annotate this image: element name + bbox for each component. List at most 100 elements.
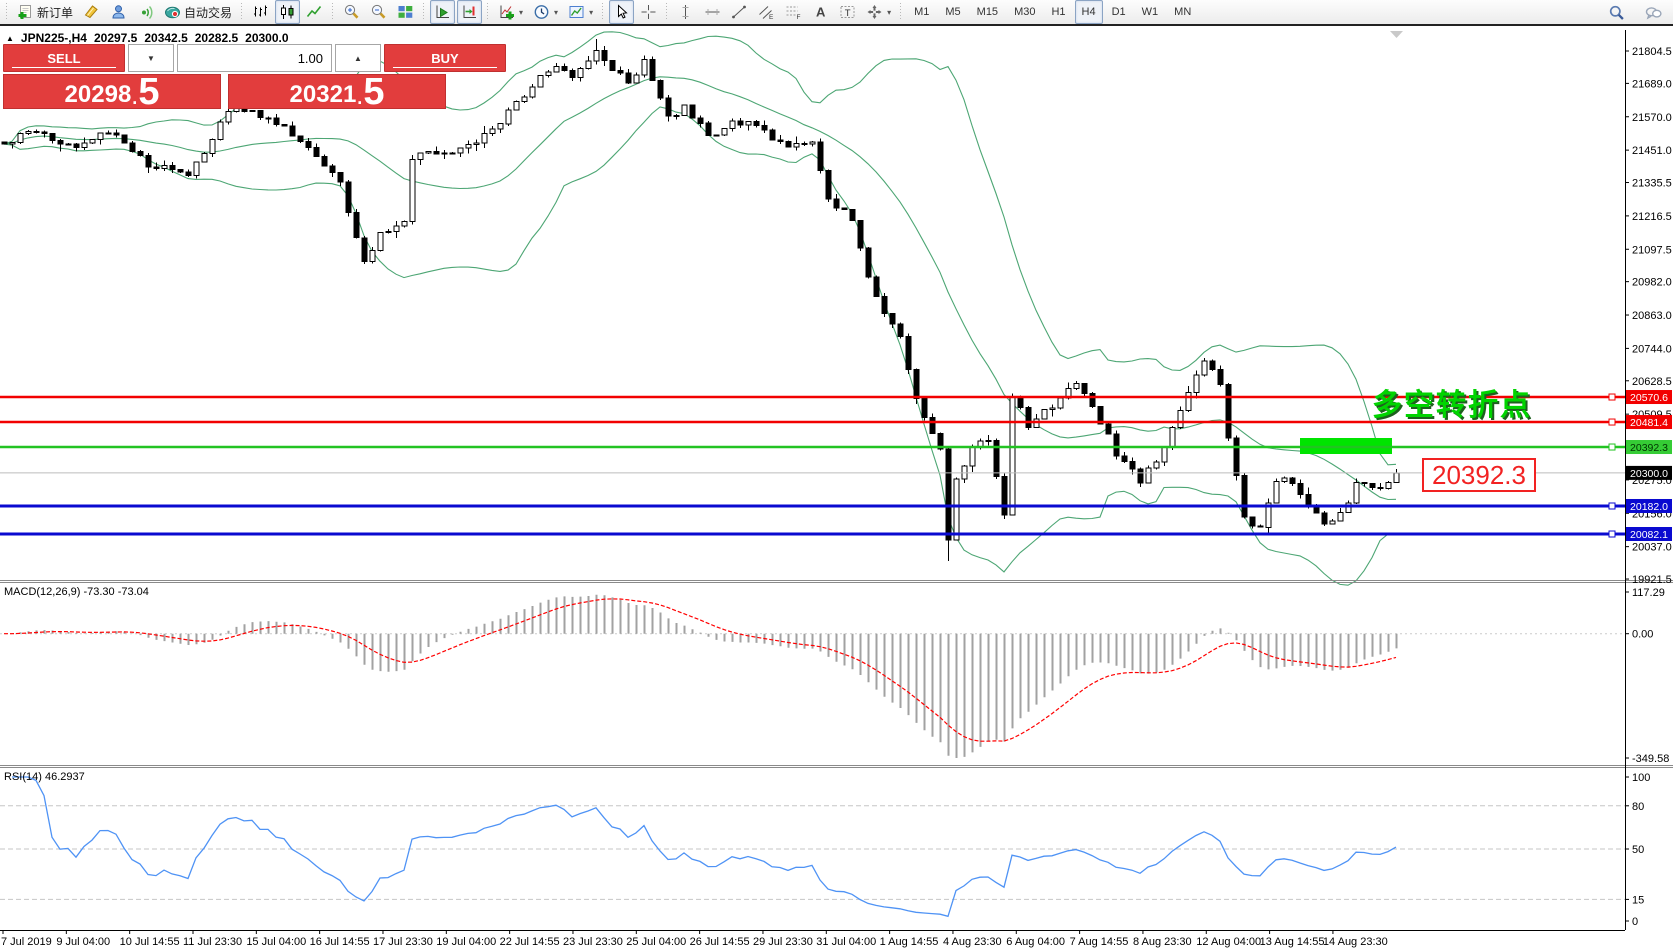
tf-m15-button[interactable]: M15 [976, 6, 999, 18]
templates-dropdown-icon[interactable]: ▾ [589, 7, 594, 17]
auto-scroll-button[interactable] [430, 0, 456, 24]
equidistant-channel-button[interactable]: E [754, 0, 779, 24]
candle-body [673, 114, 680, 117]
candle-body [1145, 467, 1152, 484]
candle-body [969, 446, 976, 467]
candle-body [377, 231, 384, 251]
chart-list-button[interactable] [79, 0, 104, 24]
tf-m5-button[interactable]: M5 [945, 6, 961, 18]
periods-dropdown-icon[interactable]: ▾ [554, 7, 559, 17]
volume-input[interactable] [177, 44, 332, 72]
x-tick-label: 17 Jul 23:30 [373, 936, 433, 948]
hline-handle[interactable] [1608, 418, 1616, 426]
volume-down-button[interactable]: ▼ [128, 44, 174, 72]
tile-windows-button[interactable] [393, 0, 418, 24]
bar-chart-button[interactable] [248, 0, 273, 24]
periods-button[interactable]: ▾ [529, 0, 562, 24]
candle-body [97, 132, 104, 141]
candle-body [1257, 525, 1264, 528]
tf-m1-button[interactable]: M1 [914, 6, 930, 18]
y-tick-label: 21335.5 [1632, 178, 1672, 190]
vertical-line-button[interactable] [673, 0, 698, 24]
main-toolbar: 新订单 自动交易 ▾ ▾ ▾ E F A T ▾ M1 M5 M15 M30 H1 H4 D1 W1 MN [0, 0, 1673, 26]
indicators-button[interactable]: ▾ [494, 0, 527, 24]
candle-body [169, 164, 176, 171]
candle-body [537, 75, 544, 88]
arrows-dropdown-icon[interactable]: ▾ [887, 7, 892, 17]
chat-button[interactable] [1641, 1, 1666, 25]
candle-body [121, 134, 128, 144]
search-button[interactable] [1604, 1, 1629, 25]
new-order-button[interactable]: 新订单 [13, 0, 77, 24]
hline-handle[interactable] [1608, 443, 1616, 451]
ohlc-open: 20297.5 [93, 31, 138, 45]
signal-icon [142, 6, 153, 19]
new-order-icon [18, 5, 31, 19]
candle-body [1241, 474, 1248, 518]
turning-point-annotation[interactable]: 多空转折点 [1372, 389, 1532, 422]
arrows-button[interactable]: ▾ [862, 0, 895, 24]
profile-button[interactable] [106, 0, 131, 24]
signals-button[interactable] [133, 0, 158, 24]
toolbar-grip [665, 3, 670, 21]
candle-body [1249, 516, 1256, 527]
candlestick-chart-button[interactable] [275, 0, 301, 24]
candle-body [457, 147, 464, 154]
candle-body [489, 128, 496, 134]
sell-price-display[interactable]: 20298 . 5 [3, 73, 221, 111]
candle-body [1225, 384, 1232, 439]
zoom-out-button[interactable] [366, 0, 391, 24]
zoom-in-button[interactable] [339, 0, 364, 24]
tf-mn-button[interactable]: MN [1174, 6, 1192, 18]
svg-text:F: F [797, 14, 801, 20]
crosshair-button[interactable] [636, 0, 661, 24]
chat-icon [1645, 7, 1662, 20]
candle-body [473, 142, 480, 146]
bollinger-middle [3, 76, 1397, 501]
candle-body [1385, 481, 1392, 489]
x-tick-label: 23 Jul 23:30 [563, 936, 623, 948]
indicators-dropdown-icon[interactable]: ▾ [519, 7, 524, 17]
level-price-annotation[interactable]: 20392.3 [1422, 458, 1536, 492]
tf-d1-button[interactable]: D1 [1111, 6, 1126, 18]
volume-up-button[interactable]: ▲ [335, 44, 381, 72]
line-chart-button[interactable] [302, 0, 327, 24]
tf-h1-button[interactable]: H1 [1051, 6, 1066, 18]
chart-background [0, 28, 1673, 950]
candle-body [241, 108, 248, 112]
auto-trading-button[interactable]: 自动交易 [160, 0, 236, 24]
tf-h4-button[interactable]: H4 [1074, 0, 1103, 24]
candle-body [313, 146, 320, 157]
hline-handle[interactable] [1608, 393, 1616, 401]
hline-handle[interactable] [1608, 530, 1616, 538]
trendline-icon [732, 5, 746, 19]
x-tick-label: 31 Jul 04:00 [816, 936, 876, 948]
rsi-tick-label: 100 [1632, 772, 1650, 784]
collapse-chart-icon[interactable]: ▲ [6, 33, 14, 43]
candle-body [1369, 482, 1376, 489]
fibonacci-button[interactable]: F [781, 0, 806, 24]
cursor-button[interactable] [609, 0, 635, 24]
sell-button[interactable]: SELL [3, 44, 125, 72]
candle-body [177, 169, 184, 173]
horizontal-line-button[interactable] [700, 0, 725, 24]
candle-body [217, 121, 224, 141]
hline-handle[interactable] [1608, 502, 1616, 510]
templates-button[interactable]: ▾ [564, 0, 597, 24]
candle-body [145, 155, 152, 168]
scroll-end-marker-icon[interactable] [1390, 31, 1403, 38]
x-tick-label: 14 Aug 23:30 [1323, 936, 1388, 948]
svg-text:E: E [769, 14, 774, 20]
text-button[interactable]: A [808, 0, 833, 24]
candle-body [849, 208, 856, 222]
trendline-button[interactable] [727, 0, 752, 24]
tf-w1-button[interactable]: W1 [1141, 6, 1159, 18]
buy-button[interactable]: BUY [384, 44, 506, 72]
tf-m30-button[interactable]: M30 [1014, 6, 1036, 18]
candle-body [1121, 455, 1128, 462]
buy-price-display[interactable]: 20321 . 5 [228, 73, 446, 111]
chart-shift-button[interactable] [457, 0, 483, 24]
candle-body [393, 225, 400, 233]
text-label-button[interactable]: T [835, 0, 860, 24]
price-line-axis-label: 20300.0 [1630, 468, 1668, 480]
